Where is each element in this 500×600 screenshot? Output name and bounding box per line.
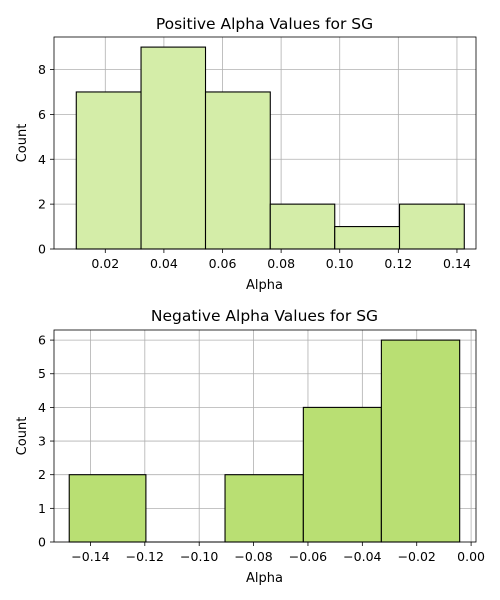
x-tick-label: 0.10 [326,256,354,271]
histogram-bar [68,474,147,543]
y-tick-label: 1 [38,501,46,516]
y-ticks: 0 1 2 3 4 5 6 [38,333,54,550]
axes-frame [53,329,477,543]
plot-area: −0.14 −0.12 −0.10 −0.08 −0.06 −0.04 −0.02 0.00 0… [38,329,485,564]
y-tick-label: 6 [38,333,46,348]
x-tick-label: 0.00 [457,549,485,564]
bars [75,46,465,250]
axes-frame [53,36,477,250]
histogram-bar [269,203,336,250]
x-tick-label: −0.10 [180,549,218,564]
histogram-bar [140,46,207,250]
y-tick-label: 4 [38,400,46,415]
y-tick-label: 2 [38,197,46,212]
y-tick-label: 4 [38,152,46,167]
x-axis-label: Alpha [246,571,283,586]
x-tick-label: 0.02 [91,256,119,271]
y-axis-label: Count [15,417,30,456]
bars [68,339,461,543]
y-tick-label: 0 [38,242,46,257]
x-tick-label: 0.12 [384,256,412,271]
histogram-bar [75,91,142,250]
histogram-bar [224,474,304,543]
y-tick-label: 8 [38,62,46,77]
x-axis-label: Alpha [246,278,283,293]
chart-negative-alpha: Negative Alpha Values for SG −0.14 −0.12−… [15,307,485,586]
x-tick-label: −0.12 [126,549,164,564]
y-tick-label: 0 [38,535,46,550]
plot-area: 0.02 0.04 0.06 0.08 0.10 0.12 0.14 0 2 4 6 8 [38,36,477,271]
histogram-bar [334,226,401,250]
histogram-bar [204,91,271,250]
x-ticks: 0.02 0.04 0.06 0.08 0.10 0.12 0.14 [91,249,471,271]
y-tick-label: 3 [38,434,46,449]
x-tick-label: −0.08 [234,549,272,564]
x-tick-label: 0.04 [150,256,178,271]
x-tick-label: −0.02 [398,549,436,564]
chart-title: Positive Alpha Values for SG [156,15,373,33]
histogram-bar [398,203,465,250]
histogram-bar [380,339,461,543]
histogram-bar [302,406,382,543]
x-ticks: −0.14 −0.12 −0.10 −0.08 −0.06 −0.04 −0.02 0.00 [71,542,485,564]
x-tick-label: −0.06 [289,549,327,564]
y-axis-label: Count [15,124,30,163]
x-tick-label: 0.14 [443,256,471,271]
y-ticks: 0 2 4 6 8 [38,62,54,257]
y-tick-label: 5 [38,366,46,381]
x-tick-label: −0.14 [71,549,109,564]
chart-title: Negative Alpha Values for SG [151,307,378,325]
x-tick-label: 0.06 [209,256,237,271]
x-tick-label: 0.08 [267,256,295,271]
chart-positive-alpha: Positive Alpha Values for SG 0.02 0.04 0.0… [15,15,477,293]
y-tick-label: 6 [38,107,46,122]
x-tick-label: −0.04 [343,549,381,564]
y-tick-label: 2 [38,467,46,482]
